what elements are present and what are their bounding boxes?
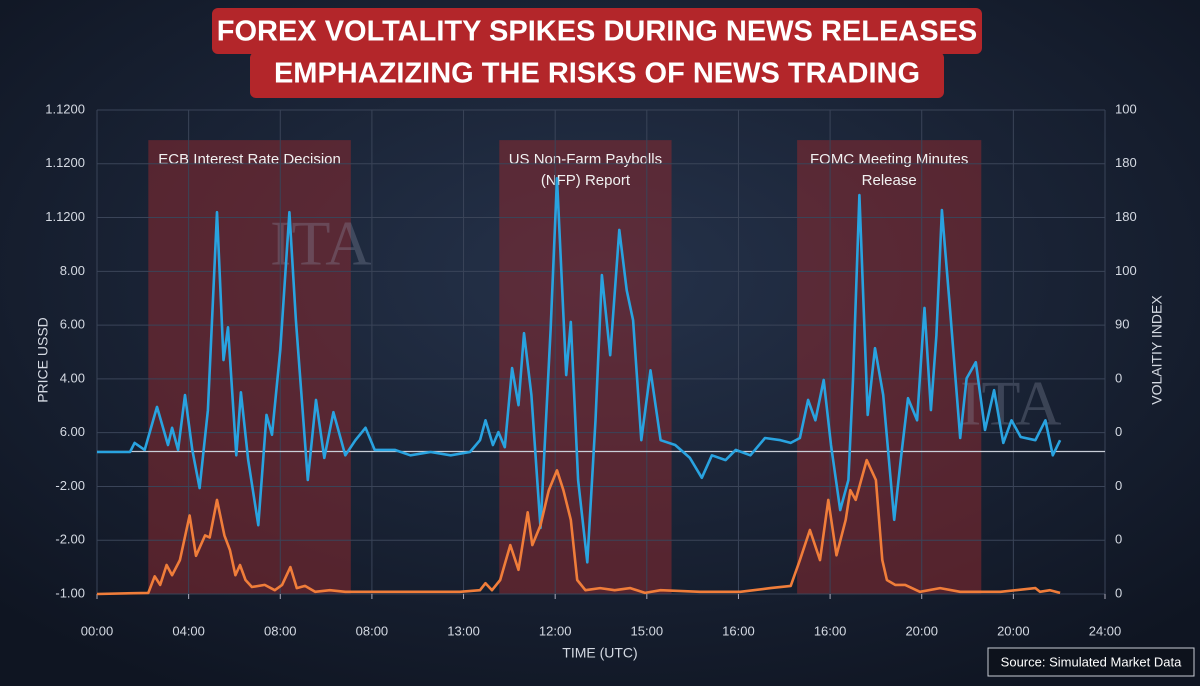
y-tick-label: 4.00: [60, 370, 85, 385]
y2-tick-label: 0: [1115, 532, 1122, 547]
y2-tick-label: 90: [1115, 317, 1129, 332]
title-box: [250, 52, 944, 98]
x-tick-label: 15:00: [631, 623, 664, 638]
chart-title: EMPHAZIZING THE RISKS OF NEWS TRADING: [274, 58, 920, 90]
region-label: US Non-Farm Paybolls: [509, 151, 662, 168]
y2-tick-label: 100: [1115, 101, 1137, 116]
y-tick-label: 1.1200: [45, 209, 85, 224]
y2-tick-label: 0: [1115, 478, 1122, 493]
title-box: [212, 8, 982, 54]
region-label: ECB Interest Rate Decision: [158, 151, 341, 168]
region-label: Release: [862, 172, 917, 189]
x-tick-label: 20:00: [997, 623, 1030, 638]
y2-tick-label: 100: [1115, 263, 1137, 278]
y-axis-label: PRICE USSD: [35, 317, 51, 403]
y-tick-label: 1.1200: [45, 101, 85, 116]
region-label: FOMC Meeting Minutes: [810, 151, 968, 168]
x-tick-label: 08:00: [356, 623, 389, 638]
y2-tick-label: 0: [1115, 585, 1122, 600]
source-box: [987, 647, 1195, 677]
source: Source: Simulated Market Data: [1001, 654, 1182, 669]
news-region: [797, 140, 982, 595]
y-tick-label: -1.00: [55, 585, 85, 600]
plot: ECB Interest Rate Decision US Non-Farm Pa…: [45, 101, 1136, 638]
y2-axis-label: VOLAITIY INDEX: [1149, 295, 1165, 405]
x-tick-label: 04:00: [172, 623, 205, 638]
y-tick-label: 8.00: [60, 263, 85, 278]
x-axis-label: TIME (UTC): [562, 645, 637, 661]
x-tick-label: 00:00: [81, 623, 114, 638]
y2-tick-label: 0: [1115, 424, 1122, 439]
x-tick-label: 20:00: [905, 623, 938, 638]
y2-tick-label: 0: [1115, 370, 1122, 385]
chart-title: FOREX VOLTALITY SPIKES DURING NEWS RELEA…: [217, 16, 978, 48]
y-tick-label: -2.00: [55, 532, 85, 547]
x-tick-label: 16:00: [722, 623, 755, 638]
y2-tick-label: 180: [1115, 209, 1137, 224]
x-tick-label: 12:00: [539, 623, 572, 638]
series-line: [96, 458, 1061, 596]
series-line: [97, 177, 1062, 564]
y-tick-label: 1.1200: [45, 155, 85, 170]
x-tick-label: 08:00: [264, 623, 297, 638]
news-region: [148, 140, 351, 595]
y-tick-label: -2.00: [55, 478, 85, 493]
x-tick-label: 24:00: [1089, 623, 1122, 638]
y2-tick-label: 180: [1115, 155, 1137, 170]
x-tick-label: 16:00: [814, 623, 847, 638]
y-tick-label: 6.00: [60, 424, 85, 439]
y-tick-label: 6.00: [60, 317, 85, 332]
region-label: (NFP) Report: [541, 172, 631, 189]
x-tick-label: 13:00: [447, 623, 480, 638]
